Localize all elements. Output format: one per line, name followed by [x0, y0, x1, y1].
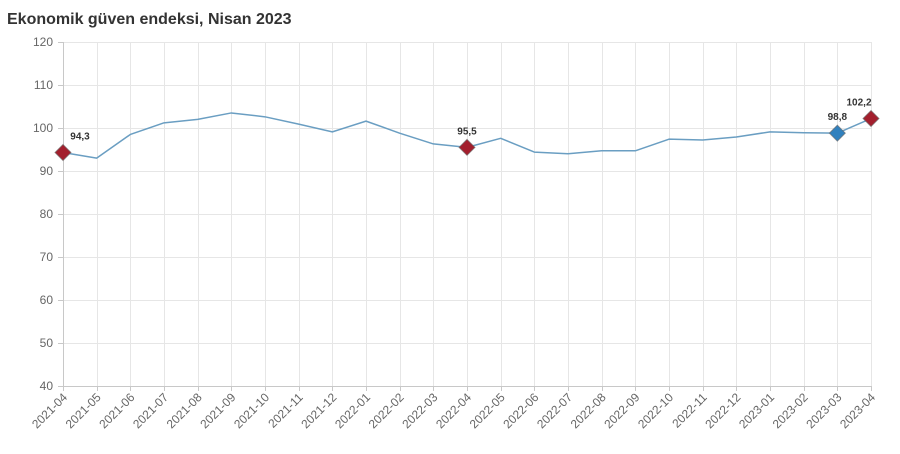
- x-tick-label: 2022-08: [568, 390, 609, 431]
- diamond-marker-2022-04: [458, 138, 476, 157]
- x-tick-label: 2023-03: [803, 390, 844, 431]
- data-label-2021-04: 94,3: [70, 132, 90, 143]
- data-label-2023-03: 98,8: [828, 112, 848, 123]
- x-tick-label: 2022-10: [635, 390, 676, 431]
- x-tick-label: 2021-08: [164, 390, 205, 431]
- x-tick-label: 2022-09: [601, 390, 642, 431]
- x-tick-label: 2022-04: [433, 390, 474, 431]
- x-tick-label: 2021-12: [298, 390, 339, 431]
- x-tick-label: 2021-09: [197, 390, 238, 431]
- data-label-2022-04: 95,5: [457, 126, 477, 137]
- x-tick-label: 2021-07: [130, 390, 171, 431]
- y-tick-label: 110: [34, 78, 53, 92]
- diamond-marker-2023-03: [828, 124, 847, 142]
- y-tick-label: 40: [40, 379, 54, 393]
- x-tick-label: 2022-06: [500, 390, 541, 431]
- data-label-2023-04: 102,2: [846, 98, 871, 109]
- x-tick-label: 2023-04: [837, 390, 878, 431]
- y-tick-label: 100: [33, 121, 53, 135]
- x-tick-label: 2022-07: [534, 390, 575, 431]
- y-axis-tick-labels: 40 50 60 70 80 90 100 110 120: [33, 35, 53, 393]
- diamond-marker-2021-04: [54, 143, 72, 162]
- x-tick-label: 2021-06: [96, 390, 137, 431]
- x-axis-tick-labels: 2021-042021-052021-062021-072021-082021-…: [29, 390, 878, 431]
- y-tick-label: 90: [40, 164, 54, 178]
- highlight-markers: [54, 109, 880, 162]
- x-tick-label: 2022-12: [702, 390, 743, 431]
- x-tick-label: 2022-05: [467, 390, 508, 431]
- x-tick-label: 2022-02: [366, 390, 407, 431]
- x-tick-label: 2021-10: [231, 390, 272, 431]
- y-tick-label: 70: [40, 250, 54, 264]
- x-tick-label: 2021-04: [29, 390, 70, 431]
- x-tick-label: 2023-01: [736, 390, 777, 431]
- x-tick-label: 2022-03: [399, 390, 440, 431]
- y-tick-label: 60: [40, 293, 54, 307]
- gridlines: [63, 42, 872, 387]
- x-tick-label: 2022-01: [332, 390, 373, 431]
- y-tick-label: 120: [33, 35, 53, 49]
- diamond-marker-2023-04: [862, 109, 880, 128]
- x-tick-label: 2022-11: [669, 390, 710, 431]
- x-tick-label: 2021-05: [63, 390, 104, 431]
- y-tick-label: 50: [40, 336, 54, 350]
- x-tick-label: 2023-02: [770, 390, 811, 431]
- chart-title: Ekonomik güven endeksi, Nisan 2023: [7, 11, 292, 28]
- y-tick-label: 80: [40, 207, 54, 221]
- axes: [58, 42, 872, 391]
- x-tick-label: 2021-11: [265, 390, 306, 431]
- data-labels: 94,3 95,5 98,8 102,2: [70, 98, 872, 143]
